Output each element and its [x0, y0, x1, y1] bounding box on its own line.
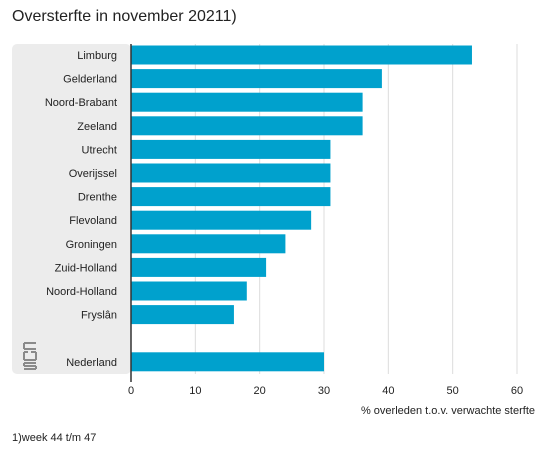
category-label: Utrecht: [82, 144, 117, 156]
chart-title-text: Oversterfte in november 2021: [12, 8, 223, 25]
cbs-logo-stroke: [23, 342, 36, 350]
category-label: Limburg: [77, 50, 117, 62]
chart-title: Oversterfte in november 20211): [12, 8, 237, 26]
category-label: Gelderland: [63, 74, 117, 86]
bar-chart: Limburg Gelderland Noord-Brabant Zeeland Utr…: [12, 44, 535, 417]
chart-title-footnote-marker: 1): [222, 8, 237, 25]
x-tick-label: 40: [382, 385, 394, 397]
cbs-logo-stroke: [23, 362, 37, 370]
bar-drenthe: [131, 187, 331, 207]
x-tick-label: 50: [447, 385, 459, 397]
bar-noord-holland: [131, 281, 247, 301]
bar-noord-brabant: [131, 92, 363, 112]
bar-limburg: [131, 45, 472, 65]
category-label: Groningen: [66, 239, 117, 251]
category-panel: [12, 44, 131, 374]
x-tick-label: 60: [511, 385, 523, 397]
category-label: Drenthe: [78, 192, 117, 204]
category-label: Zuid-Holland: [55, 262, 117, 274]
category-label: Zeeland: [77, 121, 117, 133]
category-label: Flevoland: [69, 215, 117, 227]
bar-zuid-holland: [131, 257, 267, 277]
bar-groningen: [131, 234, 286, 254]
cbs-logo-stroke: [23, 351, 37, 361]
category-label: Overijssel: [69, 168, 117, 180]
footnote: 1)week 44 t/m 47: [12, 432, 97, 444]
category-label: Nederland: [66, 357, 117, 369]
bar-fryslân: [131, 305, 234, 325]
x-axis-title: % overleden t.o.v. verwachte sterfte: [361, 405, 535, 417]
x-tick-label: 10: [189, 385, 201, 397]
category-label: Noord-Brabant: [45, 97, 117, 109]
category-label: Fryslân: [81, 310, 117, 322]
cbs-logo-icon: [23, 342, 37, 370]
x-tick-label: 0: [128, 385, 134, 397]
x-tick-label: 30: [318, 385, 330, 397]
bar-zeeland: [131, 116, 363, 136]
x-tick-label: 20: [254, 385, 266, 397]
bar-gelderland: [131, 69, 382, 89]
bar-utrecht: [131, 139, 331, 159]
bar-flevoland: [131, 210, 312, 230]
category-label: Noord-Holland: [46, 286, 117, 298]
bar-overijssel: [131, 163, 331, 183]
bar-nederland: [131, 352, 324, 372]
